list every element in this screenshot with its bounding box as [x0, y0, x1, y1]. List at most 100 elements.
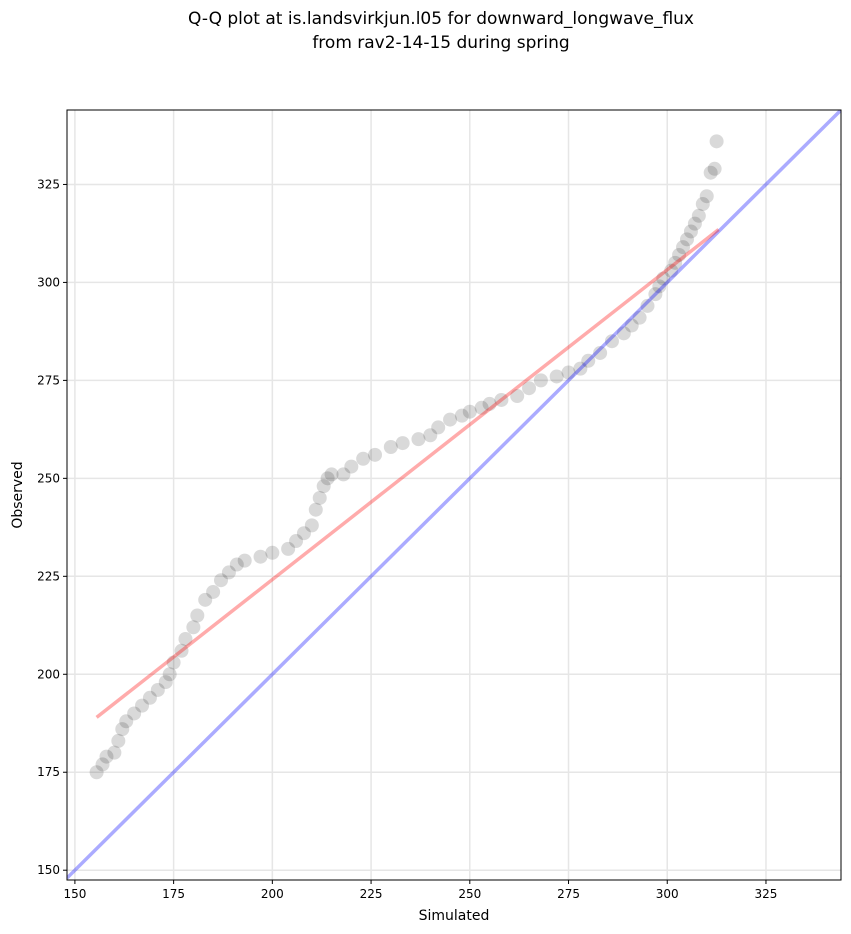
point: [214, 573, 229, 588]
point: [289, 534, 304, 549]
reference-line: [95, 228, 720, 719]
point: [206, 584, 221, 599]
point: [652, 279, 667, 294]
point: [474, 400, 489, 415]
y-tick-label: 150: [37, 863, 60, 877]
x-tick-label: 225: [360, 887, 383, 901]
y-tick-label: 300: [37, 275, 60, 289]
point: [198, 592, 213, 607]
point: [89, 765, 104, 780]
point: [703, 165, 718, 180]
point: [383, 439, 398, 454]
point: [482, 396, 497, 411]
point: [664, 263, 679, 278]
point: [581, 353, 596, 368]
point: [431, 420, 446, 435]
point: [356, 451, 371, 466]
point: [296, 526, 311, 541]
y-tick-label: 250: [37, 471, 60, 485]
point: [616, 326, 631, 341]
x-tick-label: 150: [63, 887, 86, 901]
point: [695, 197, 710, 212]
point: [115, 722, 130, 737]
point: [174, 643, 189, 658]
point: [707, 161, 722, 176]
point: [604, 334, 619, 349]
y-tick-label: 225: [37, 569, 60, 583]
point: [709, 134, 724, 149]
point: [676, 240, 691, 255]
point: [178, 632, 193, 647]
y-axis-label: Observed: [10, 461, 26, 528]
point: [668, 255, 683, 270]
point: [150, 682, 165, 697]
point: [573, 361, 588, 376]
point: [265, 545, 280, 560]
point: [253, 549, 268, 564]
point: [320, 471, 335, 486]
point: [281, 541, 296, 556]
point: [186, 620, 201, 635]
point: [344, 459, 359, 474]
point: [107, 745, 122, 760]
point: [522, 381, 537, 396]
point: [221, 565, 236, 580]
point: [368, 447, 383, 462]
point: [158, 675, 173, 690]
y-tick-label: 175: [37, 765, 60, 779]
point: [672, 247, 687, 262]
x-tick-label: 325: [755, 887, 778, 901]
point: [687, 216, 702, 231]
point: [127, 706, 142, 721]
point: [304, 518, 319, 533]
point: [237, 553, 252, 568]
point: [166, 655, 181, 670]
point: [162, 667, 177, 682]
point: [99, 749, 114, 764]
point: [549, 369, 564, 384]
point: [336, 467, 351, 482]
point: [312, 490, 327, 505]
point: [632, 310, 647, 325]
point: [691, 208, 706, 223]
x-tick-label: 250: [458, 887, 481, 901]
y-tick-label: 200: [37, 667, 60, 681]
point: [462, 404, 477, 419]
point: [95, 757, 110, 772]
point: [679, 232, 694, 247]
point: [229, 557, 244, 572]
point: [656, 271, 671, 286]
x-axis-label: Simulated: [419, 908, 490, 924]
point: [454, 408, 469, 423]
point: [494, 392, 509, 407]
point: [142, 690, 157, 705]
point: [411, 432, 426, 447]
point: [683, 224, 698, 239]
chart-title: Q-Q plot at is.landsvirkjun.l05 for down…: [188, 9, 694, 29]
point: [561, 365, 576, 380]
y-tick-label: 325: [37, 177, 60, 191]
x-tick-label: 275: [557, 887, 580, 901]
point: [111, 733, 126, 748]
point: [593, 345, 608, 360]
reference-line: [67, 110, 841, 880]
point: [316, 479, 331, 494]
point: [423, 428, 438, 443]
point: [308, 502, 323, 517]
point: [324, 467, 339, 482]
point: [119, 714, 134, 729]
point: [533, 373, 548, 388]
point: [648, 287, 663, 302]
y-tick-label: 275: [37, 373, 60, 387]
point: [624, 318, 639, 333]
point: [510, 389, 525, 404]
point: [190, 608, 205, 623]
point: [640, 298, 655, 313]
chart-title: from rav2-14-15 during spring: [312, 33, 569, 53]
point: [135, 698, 150, 713]
plot-frame: [66, 109, 842, 881]
x-tick-label: 200: [261, 887, 284, 901]
point: [699, 189, 714, 204]
x-tick-label: 175: [162, 887, 185, 901]
